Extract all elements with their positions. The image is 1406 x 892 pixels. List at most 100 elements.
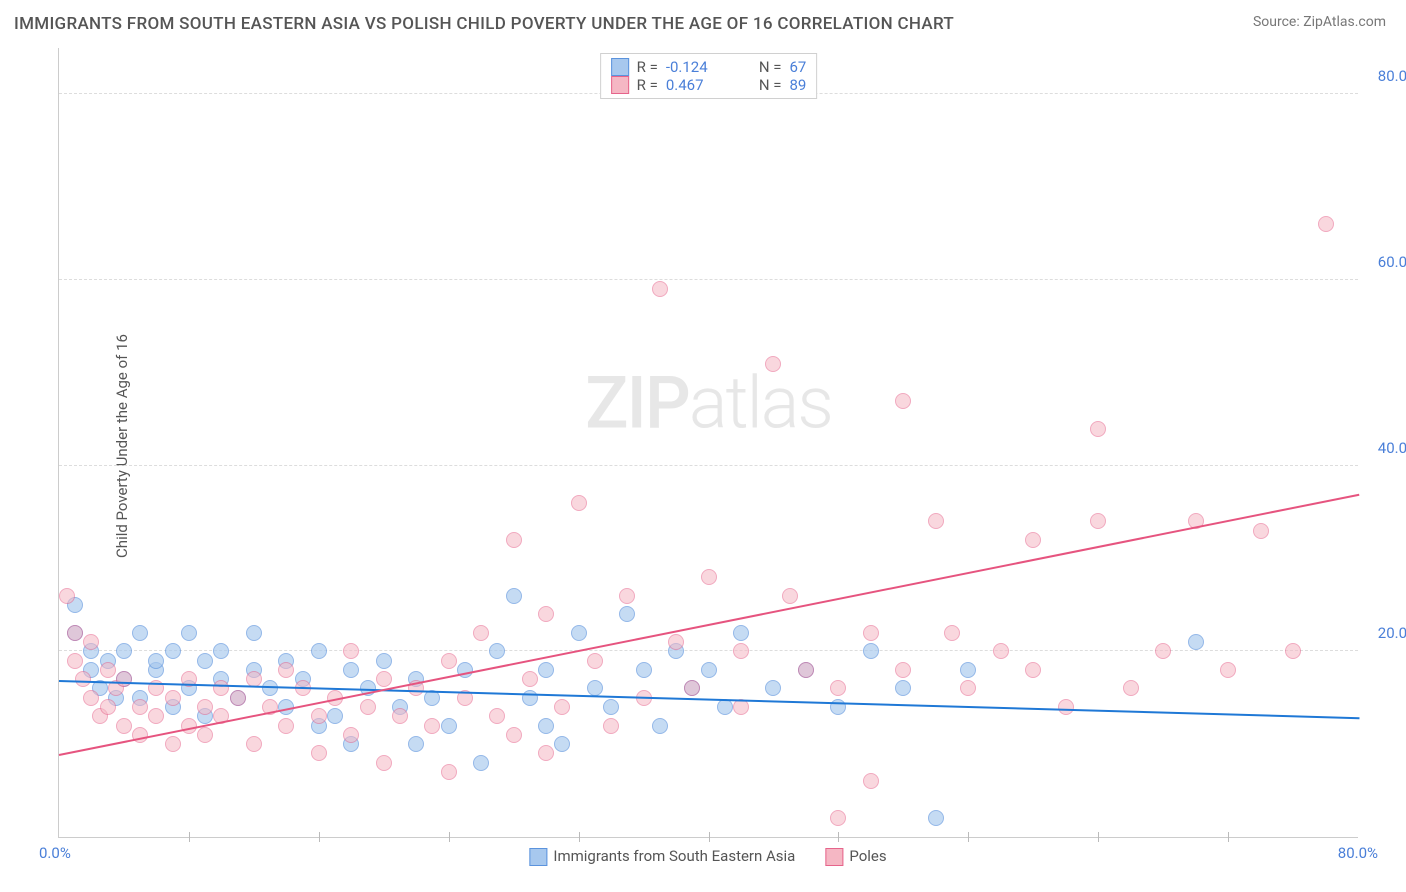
scatter-point (132, 699, 148, 715)
scatter-point (165, 643, 181, 659)
n-value-0: 67 (789, 58, 806, 76)
scatter-point (83, 634, 99, 650)
scatter-point (1025, 662, 1041, 678)
scatter-point (960, 680, 976, 696)
x-minor-tick (709, 832, 710, 842)
scatter-point (473, 625, 489, 641)
scatter-point (1188, 634, 1204, 650)
scatter-point (165, 690, 181, 706)
legend-swatch-icon (529, 848, 547, 866)
y-tick-label: 80.0% (1363, 67, 1406, 85)
scatter-point (863, 643, 879, 659)
scatter-point (408, 736, 424, 752)
scatter-point (1090, 513, 1106, 529)
scatter-point (587, 680, 603, 696)
scatter-point (75, 671, 91, 687)
scatter-point (278, 662, 294, 678)
scatter-point (684, 680, 700, 696)
scatter-point (928, 513, 944, 529)
x-tick-min: 0.0% (39, 844, 71, 862)
chart-title: IMMIGRANTS FROM SOUTH EASTERN ASIA VS PO… (14, 14, 954, 34)
scatter-point (733, 643, 749, 659)
scatter-point (538, 745, 554, 761)
scatter-point (554, 736, 570, 752)
scatter-point (538, 662, 554, 678)
scatter-point (765, 680, 781, 696)
scatter-point (197, 699, 213, 715)
scatter-point (506, 588, 522, 604)
scatter-point (489, 643, 505, 659)
n-value-1: 89 (789, 76, 806, 94)
scatter-point (343, 662, 359, 678)
scatter-point (197, 727, 213, 743)
scatter-point (538, 718, 554, 734)
scatter-point (473, 755, 489, 771)
x-minor-tick (579, 832, 580, 842)
scatter-point (343, 643, 359, 659)
scatter-point (895, 662, 911, 678)
scatter-point (636, 662, 652, 678)
scatter-point (506, 727, 522, 743)
scatter-point (213, 680, 229, 696)
watermark-prefix: ZIP (585, 361, 689, 446)
x-tick-max: 80.0% (1338, 844, 1378, 862)
correlation-legend: R = -0.124 N = 67 R = 0.467 N = 89 (600, 53, 818, 99)
scatter-point (1123, 680, 1139, 696)
scatter-point (619, 606, 635, 622)
scatter-point (100, 699, 116, 715)
legend-row-1: R = 0.467 N = 89 (611, 76, 807, 94)
scatter-point (522, 671, 538, 687)
scatter-point (895, 393, 911, 409)
scatter-point (1155, 643, 1171, 659)
scatter-point (863, 773, 879, 789)
scatter-point (960, 662, 976, 678)
scatter-point (441, 764, 457, 780)
legend-item-1: Poles (825, 847, 886, 866)
scatter-point (782, 588, 798, 604)
scatter-point (376, 671, 392, 687)
legend-swatch-1 (611, 76, 629, 94)
scatter-point (213, 643, 229, 659)
scatter-point (668, 634, 684, 650)
scatter-point (148, 708, 164, 724)
scatter-point (798, 662, 814, 678)
scatter-point (197, 653, 213, 669)
scatter-point (830, 810, 846, 826)
scatter-point (246, 625, 262, 641)
x-minor-tick (449, 832, 450, 842)
gridline (59, 465, 1358, 466)
scatter-point (165, 736, 181, 752)
scatter-point (652, 718, 668, 734)
scatter-point (327, 708, 343, 724)
x-minor-tick (319, 832, 320, 842)
legend-swatch-0 (611, 58, 629, 76)
scatter-point (376, 653, 392, 669)
scatter-point (343, 727, 359, 743)
scatter-point (506, 532, 522, 548)
source-attribution: Source: ZipAtlas.com (1253, 14, 1386, 30)
scatter-point (717, 699, 733, 715)
scatter-point (67, 653, 83, 669)
scatter-point (246, 736, 262, 752)
x-minor-tick (1228, 832, 1229, 842)
scatter-point (148, 653, 164, 669)
watermark-suffix: atlas (689, 361, 832, 446)
scatter-point (522, 690, 538, 706)
r-value-1: 0.467 (666, 76, 751, 94)
scatter-point (489, 708, 505, 724)
scatter-point (83, 690, 99, 706)
scatter-point (230, 690, 246, 706)
scatter-point (587, 653, 603, 669)
scatter-point (100, 662, 116, 678)
chart-area: ZIPatlas R = -0.124 N = 67 R = 0.467 N =… (58, 48, 1358, 838)
gridline (59, 279, 1358, 280)
scatter-point (360, 699, 376, 715)
y-tick-label: 60.0% (1363, 253, 1406, 271)
scatter-point (993, 643, 1009, 659)
scatter-point (441, 653, 457, 669)
scatter-point (1285, 643, 1301, 659)
scatter-point (701, 569, 717, 585)
scatter-point (571, 495, 587, 511)
legend-row-0: R = -0.124 N = 67 (611, 58, 807, 76)
scatter-point (603, 699, 619, 715)
